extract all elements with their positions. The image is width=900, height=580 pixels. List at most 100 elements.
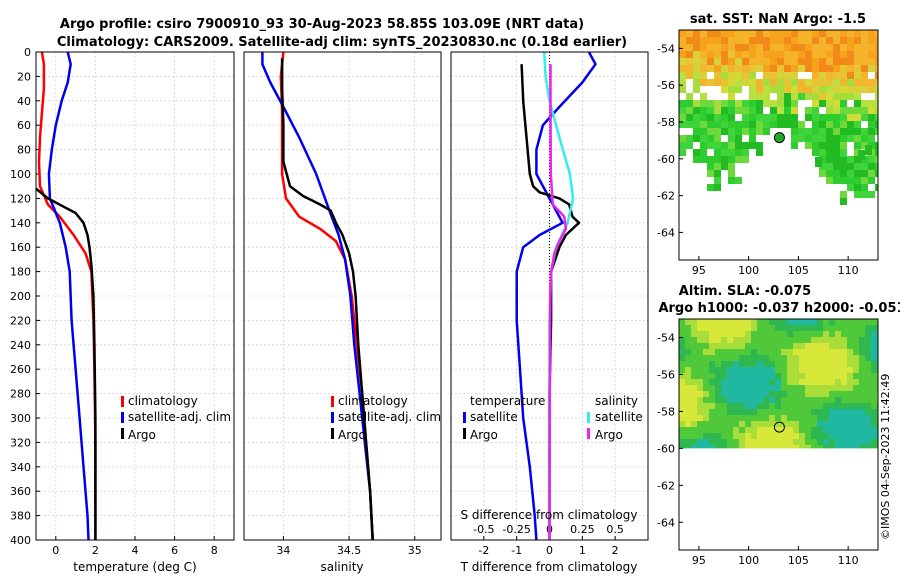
sst-cell	[826, 86, 833, 93]
sla-cell	[781, 361, 787, 367]
sla-cell	[847, 325, 853, 331]
sla-cell	[703, 385, 709, 391]
sst-cell	[735, 128, 742, 135]
sst-cell	[875, 100, 878, 107]
sla-cell	[757, 337, 763, 343]
sla-cell	[721, 427, 727, 433]
sla-cell	[739, 343, 745, 349]
y-tick-label: 260	[10, 363, 31, 376]
sst-cell	[679, 79, 686, 86]
x-tick-label: -1	[511, 544, 522, 557]
sla-cell	[775, 331, 781, 337]
y-tick-label: 200	[10, 290, 31, 303]
sla-cell	[709, 379, 715, 385]
sla-cell	[799, 373, 805, 379]
sla-cell	[811, 391, 817, 397]
sla-cell	[811, 409, 817, 415]
sst-cell	[777, 65, 784, 72]
sst-cell	[826, 177, 833, 184]
sst-cell	[700, 51, 707, 58]
sla-cell	[715, 367, 721, 373]
sst-cell	[847, 163, 854, 170]
sst-cell	[840, 93, 847, 100]
sla-cell	[817, 361, 823, 367]
sst-cell	[749, 86, 756, 93]
sla-cell	[757, 361, 763, 367]
sst-cell	[707, 58, 714, 65]
sla-cell	[751, 391, 757, 397]
sla-cell	[835, 319, 841, 325]
sla-cell	[817, 445, 823, 449]
sla-cell	[679, 427, 685, 433]
sla-cell	[859, 367, 865, 373]
sla-cell	[751, 445, 757, 449]
sst-cell	[686, 121, 693, 128]
sst-cell	[728, 149, 735, 156]
sla-cell	[835, 421, 841, 427]
sst-cell	[714, 170, 721, 177]
sst-cell	[868, 135, 875, 142]
sla-cell	[847, 373, 853, 379]
sla-cell	[781, 319, 787, 325]
sla-cell	[685, 367, 691, 373]
sst-cell	[805, 142, 812, 149]
x-tick-label: 2	[612, 544, 619, 557]
sla-map-title-line2: Argo h1000: -0.037 h2000: -0.051	[658, 301, 900, 316]
sst-cell	[875, 30, 878, 37]
sst-cell	[784, 44, 791, 51]
sla-cell	[841, 367, 847, 373]
sla-cell	[727, 433, 733, 439]
sla-cell	[859, 439, 865, 445]
sla-cell	[727, 337, 733, 343]
temperature-tick-labels: 0 2 4 6 8	[52, 536, 218, 557]
sst-cell	[679, 37, 686, 44]
sla-cell	[781, 343, 787, 349]
legend-mark-argo	[331, 428, 334, 439]
sla-cell	[793, 343, 799, 349]
series-line-s-argo	[548, 64, 568, 541]
sla-cell	[811, 355, 817, 361]
sst-cell	[861, 114, 868, 121]
sla-cell	[829, 445, 835, 449]
legend-mark-climatology	[331, 396, 334, 407]
sla-cell	[745, 325, 751, 331]
sst-cell	[777, 100, 784, 107]
sst-cell	[826, 114, 833, 121]
sst-cell	[728, 93, 735, 100]
sla-cell	[823, 355, 829, 361]
sla-cell	[727, 319, 733, 325]
legend-mark-t-argo	[463, 428, 466, 439]
sla-cell	[751, 403, 757, 409]
sla-cell	[817, 319, 823, 325]
sst-cell	[861, 86, 868, 93]
sla-cell	[805, 349, 811, 355]
sla-cell	[829, 325, 835, 331]
sla-cell	[739, 349, 745, 355]
sst-cell	[833, 121, 840, 128]
y-tick-label: 0	[24, 46, 31, 59]
sst-cell	[700, 128, 707, 135]
sst-cell	[735, 156, 742, 163]
y-tick-label: 280	[10, 388, 31, 401]
sla-cell	[859, 391, 865, 397]
sst-cell	[833, 156, 840, 163]
sla-cell	[685, 349, 691, 355]
sla-cell	[859, 355, 865, 361]
sla-cell	[733, 325, 739, 331]
sla-cell	[793, 433, 799, 439]
sla-cell	[811, 367, 817, 373]
sla-cell	[691, 331, 697, 337]
sst-cell	[714, 72, 721, 79]
sst-cell	[728, 135, 735, 142]
y-tick-label: 360	[10, 485, 31, 498]
sst-cell	[756, 121, 763, 128]
sla-cell	[847, 385, 853, 391]
sst-cell	[791, 100, 798, 107]
sla-cell	[793, 325, 799, 331]
x-tick-label: 0	[52, 544, 59, 557]
sla-cell	[865, 397, 871, 403]
sst-cell	[749, 79, 756, 86]
sst-cell	[805, 114, 812, 121]
x-tick-label: 0	[546, 544, 553, 557]
sla-cell	[733, 439, 739, 445]
